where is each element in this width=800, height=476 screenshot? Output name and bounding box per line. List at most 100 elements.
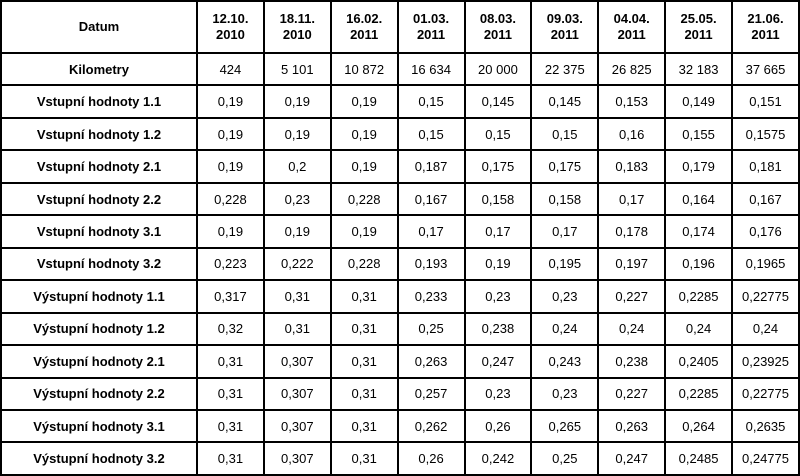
cell-value: 0,238	[464, 312, 532, 346]
cell-value: 0,2	[263, 150, 331, 183]
cell-value: 0,233	[397, 280, 465, 313]
cell-value: 0,31	[330, 280, 398, 313]
cell-value: 0,1575	[732, 117, 799, 151]
cell-value: 0,158	[531, 182, 599, 216]
cell-value: 0,145	[464, 85, 532, 118]
cell-value: 0,264	[665, 409, 732, 443]
row-label: Výstupní hodnoty 2.2	[1, 377, 197, 410]
cell-value: 0,26	[464, 409, 532, 443]
cell-value: 0,15	[397, 117, 465, 151]
table-row: Výstupní hodnoty 1.1 0,317 0,31 0,31 0,233 0,…	[1, 280, 799, 313]
cell-value: 5 101	[263, 53, 331, 86]
cell-value: 0,243	[531, 345, 599, 378]
cell-value: 0,183	[598, 150, 666, 183]
cell-value: 0,227	[598, 280, 666, 313]
table-row: Vstupní hodnoty 1.1 0,19 0,19 0,19 0,15 0,145…	[1, 85, 799, 118]
cell-value: 22 375	[531, 53, 599, 86]
row-label: Vstupní hodnoty 1.1	[1, 85, 197, 118]
header-date: 18.11. 2010	[263, 1, 331, 53]
cell-value: 0,195	[531, 247, 599, 281]
cell-value: 0,19	[263, 215, 331, 248]
cell-value: 20 000	[464, 53, 532, 86]
table-row: Výstupní hodnoty 3.1 0,31 0,307 0,31 0,262 0,…	[1, 409, 799, 443]
cell-value: 16 634	[397, 53, 465, 86]
header-row: Datum 12.10. 2010 18.11. 2010 16.02. 2011 01…	[1, 1, 799, 53]
cell-value: 0,31	[330, 409, 398, 443]
cell-value: 0,238	[598, 345, 666, 378]
cell-value: 0,25	[397, 312, 465, 346]
cell-value: 0,31	[197, 345, 264, 378]
cell-value: 0,2285	[665, 280, 732, 313]
cell-value: 0,176	[732, 215, 799, 248]
cell-value: 0,31	[330, 312, 398, 346]
table-body: Kilometry 424 5 101 10 872 16 634 20 000 22 37…	[1, 53, 799, 475]
cell-value: 0,263	[598, 409, 666, 443]
cell-value: 0,19	[263, 117, 331, 151]
row-label: Vstupní hodnoty 2.1	[1, 150, 197, 183]
cell-value: 0,247	[464, 345, 532, 378]
cell-value: 0,24	[732, 312, 799, 346]
cell-value: 0,19	[330, 117, 398, 151]
header-date: 12.10. 2010	[197, 1, 264, 53]
cell-value: 0,19	[197, 215, 264, 248]
cell-value: 0,31	[197, 442, 264, 475]
cell-value: 0,23	[531, 377, 599, 410]
cell-value: 0,31	[330, 377, 398, 410]
header-date: 16.02. 2011	[330, 1, 398, 53]
cell-value: 0,23925	[732, 345, 799, 378]
cell-value: 0,167	[397, 182, 465, 216]
cell-value: 0,31	[263, 312, 331, 346]
cell-value: 0,19	[464, 247, 532, 281]
cell-value: 0,23	[263, 182, 331, 216]
cell-value: 0,179	[665, 150, 732, 183]
cell-value: 26 825	[598, 53, 666, 86]
cell-value: 0,19	[330, 150, 398, 183]
table-row: Vstupní hodnoty 3.2 0,223 0,222 0,228 0,193 0…	[1, 247, 799, 281]
cell-value: 0,17	[464, 215, 532, 248]
cell-value: 0,307	[263, 377, 331, 410]
cell-value: 0,153	[598, 85, 666, 118]
table-row: Vstupní hodnoty 2.2 0,228 0,23 0,228 0,167 0,…	[1, 182, 799, 216]
table-row: Výstupní hodnoty 2.1 0,31 0,307 0,31 0,263 0,…	[1, 345, 799, 378]
cell-value: 0,193	[397, 247, 465, 281]
row-label: Vstupní hodnoty 3.1	[1, 215, 197, 248]
cell-value: 0,181	[732, 150, 799, 183]
header-date: 21.06. 2011	[732, 1, 799, 53]
cell-value: 0,19	[197, 150, 264, 183]
table-row: Vstupní hodnoty 3.1 0,19 0,19 0,19 0,17 0,17 0…	[1, 215, 799, 248]
table-row: Výstupní hodnoty 2.2 0,31 0,307 0,31 0,257 0,…	[1, 377, 799, 410]
cell-value: 10 872	[330, 53, 398, 86]
cell-value: 0,187	[397, 150, 465, 183]
row-label: Vstupní hodnoty 1.2	[1, 117, 197, 151]
cell-value: 0,228	[330, 247, 398, 281]
cell-value: 0,24	[665, 312, 732, 346]
cell-value: 0,175	[531, 150, 599, 183]
cell-value: 0,24	[531, 312, 599, 346]
cell-value: 0,265	[531, 409, 599, 443]
cell-value: 0,31	[197, 409, 264, 443]
row-label: Výstupní hodnoty 3.1	[1, 409, 197, 443]
row-label: Vstupní hodnoty 2.2	[1, 182, 197, 216]
header-date: 25.05. 2011	[665, 1, 732, 53]
cell-value: 0,307	[263, 345, 331, 378]
cell-value: 0,242	[464, 442, 532, 475]
cell-value: 0,31	[330, 442, 398, 475]
cell-value: 0,2635	[732, 409, 799, 443]
cell-value: 0,196	[665, 247, 732, 281]
cell-value: 0,164	[665, 182, 732, 216]
cell-value: 0,17	[531, 215, 599, 248]
cell-value: 0,25	[531, 442, 599, 475]
cell-value: 0,307	[263, 409, 331, 443]
cell-value: 0,19	[330, 215, 398, 248]
header-date: 08.03. 2011	[464, 1, 532, 53]
cell-value: 0,22775	[732, 377, 799, 410]
cell-value: 0,26	[397, 442, 465, 475]
cell-value: 0,31	[263, 280, 331, 313]
cell-value: 0,31	[197, 377, 264, 410]
cell-value: 0,257	[397, 377, 465, 410]
cell-value: 0,32	[197, 312, 264, 346]
cell-value: 0,197	[598, 247, 666, 281]
row-label: Výstupní hodnoty 1.1	[1, 280, 197, 313]
